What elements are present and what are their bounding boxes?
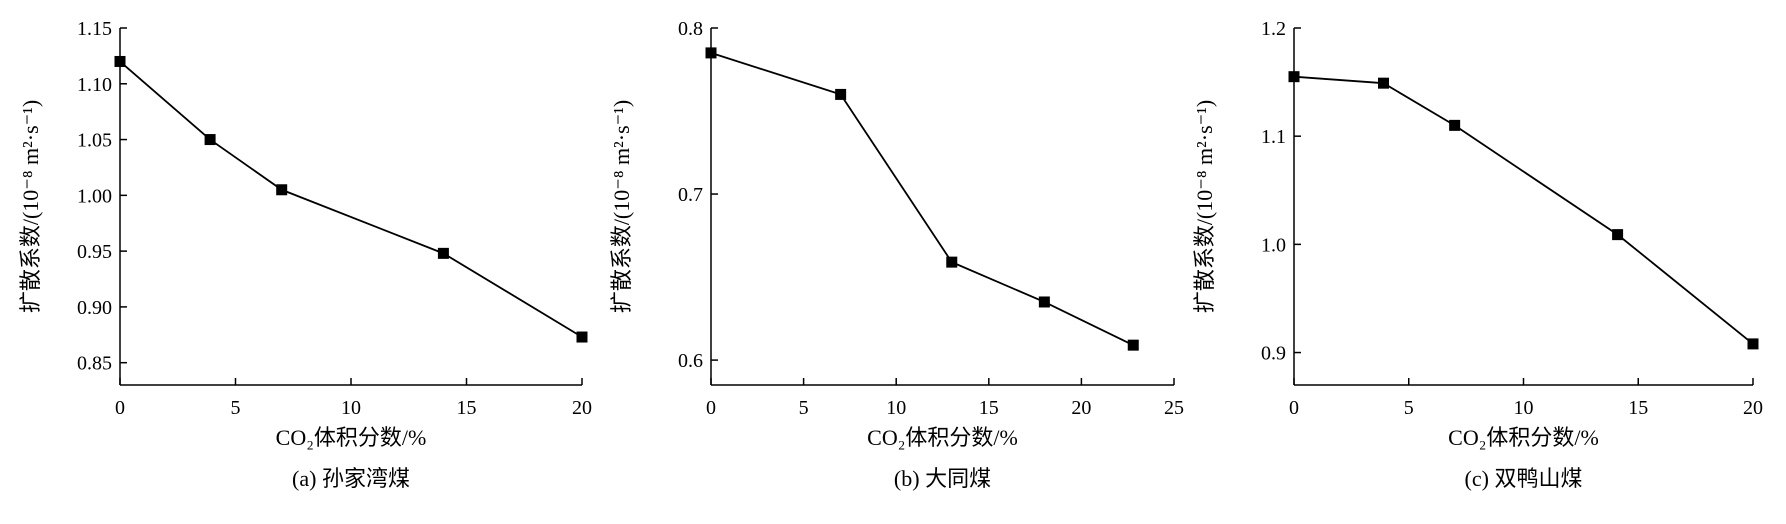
x-axis-label: CO₂体积分数/%	[867, 425, 1018, 450]
y-tick-label: 1.2	[1261, 18, 1286, 40]
y-tick-label: 0.90	[77, 297, 112, 319]
data-point	[1378, 77, 1390, 89]
panel-caption: (b) 大同煤	[894, 466, 991, 491]
x-tick-label: 0	[706, 397, 716, 419]
chart-panel-2: 0 5 10 15 20 25 0.6 0.7 0.8 CO₂体积分数/% 扩散系数/(10⁻⁸ m…	[609, 18, 1184, 491]
data-point	[705, 47, 717, 59]
panel-caption: (a) 孙家湾煤	[292, 466, 410, 491]
y-axis-label: 扩散系数/(10⁻⁸ m²·s⁻¹)	[1192, 100, 1217, 313]
x-tick-label: 15	[979, 397, 999, 419]
y-tick-label: 0.6	[678, 350, 703, 372]
data-point	[204, 134, 216, 146]
series-line	[1293, 75, 1754, 345]
x-tick-label: 25	[1164, 397, 1184, 419]
y-axis-label: 扩散系数/(10⁻⁸ m²·s⁻¹)	[18, 100, 43, 313]
data-point	[437, 247, 449, 259]
y-tick-label: 1.1	[1261, 126, 1286, 148]
data-point	[1127, 339, 1139, 351]
x-tick-label: 20	[1743, 397, 1763, 419]
y-tick-label: 0.9	[1261, 343, 1286, 365]
series-line	[119, 60, 583, 338]
x-tick-label: 20	[572, 397, 592, 419]
panel-caption: (c) 双鸭山煤	[1465, 466, 1583, 491]
series-line	[710, 52, 1134, 346]
x-tick-label: 5	[231, 397, 241, 419]
x-tick-label: 10	[886, 397, 906, 419]
data-point	[946, 256, 958, 268]
y-tick-label: 1.15	[77, 18, 112, 40]
data-point	[276, 184, 288, 196]
y-tick-label: 1.10	[77, 74, 112, 96]
x-tick-label: 0	[115, 397, 125, 419]
data-point	[1449, 119, 1461, 131]
x-axis-label: CO₂体积分数/%	[276, 425, 427, 450]
x-tick-label: 15	[1628, 397, 1648, 419]
y-axis-label: 扩散系数/(10⁻⁸ m²·s⁻¹)	[609, 100, 634, 313]
data-point	[1288, 71, 1300, 83]
y-tick-label: 0.85	[77, 353, 112, 375]
x-tick-label: 0	[1289, 397, 1299, 419]
chart-panel-1: 0 5 10 15 20 0.85 0.90 0.95 1.00 1.05 1.10 1.15 CO₂体…	[18, 18, 592, 491]
x-tick-label: 20	[1071, 397, 1091, 419]
y-tick-label: 0.8	[678, 18, 703, 40]
x-tick-label: 10	[1514, 397, 1534, 419]
data-point	[1612, 229, 1624, 241]
data-point	[1038, 296, 1050, 308]
y-tick-label: 0.95	[77, 241, 112, 263]
y-tick-label: 1.00	[77, 185, 112, 207]
x-tick-label: 5	[1404, 397, 1414, 419]
y-tick-label: 1.05	[77, 130, 112, 152]
chart-panel-3: 0 5 10 15 20 0.9 1.0 1.1 1.2 CO₂体积分数/% 扩散系数/(10⁻⁸ …	[1192, 18, 1763, 491]
x-tick-label: 10	[341, 397, 361, 419]
data-point	[1747, 338, 1759, 350]
data-point	[114, 55, 126, 67]
x-axis-label: CO₂体积分数/%	[1448, 425, 1599, 450]
x-tick-label: 15	[457, 397, 477, 419]
y-tick-label: 0.7	[678, 184, 703, 206]
data-point	[576, 331, 588, 343]
data-point	[835, 88, 847, 100]
x-tick-label: 5	[799, 397, 809, 419]
y-tick-label: 1.0	[1261, 234, 1286, 256]
